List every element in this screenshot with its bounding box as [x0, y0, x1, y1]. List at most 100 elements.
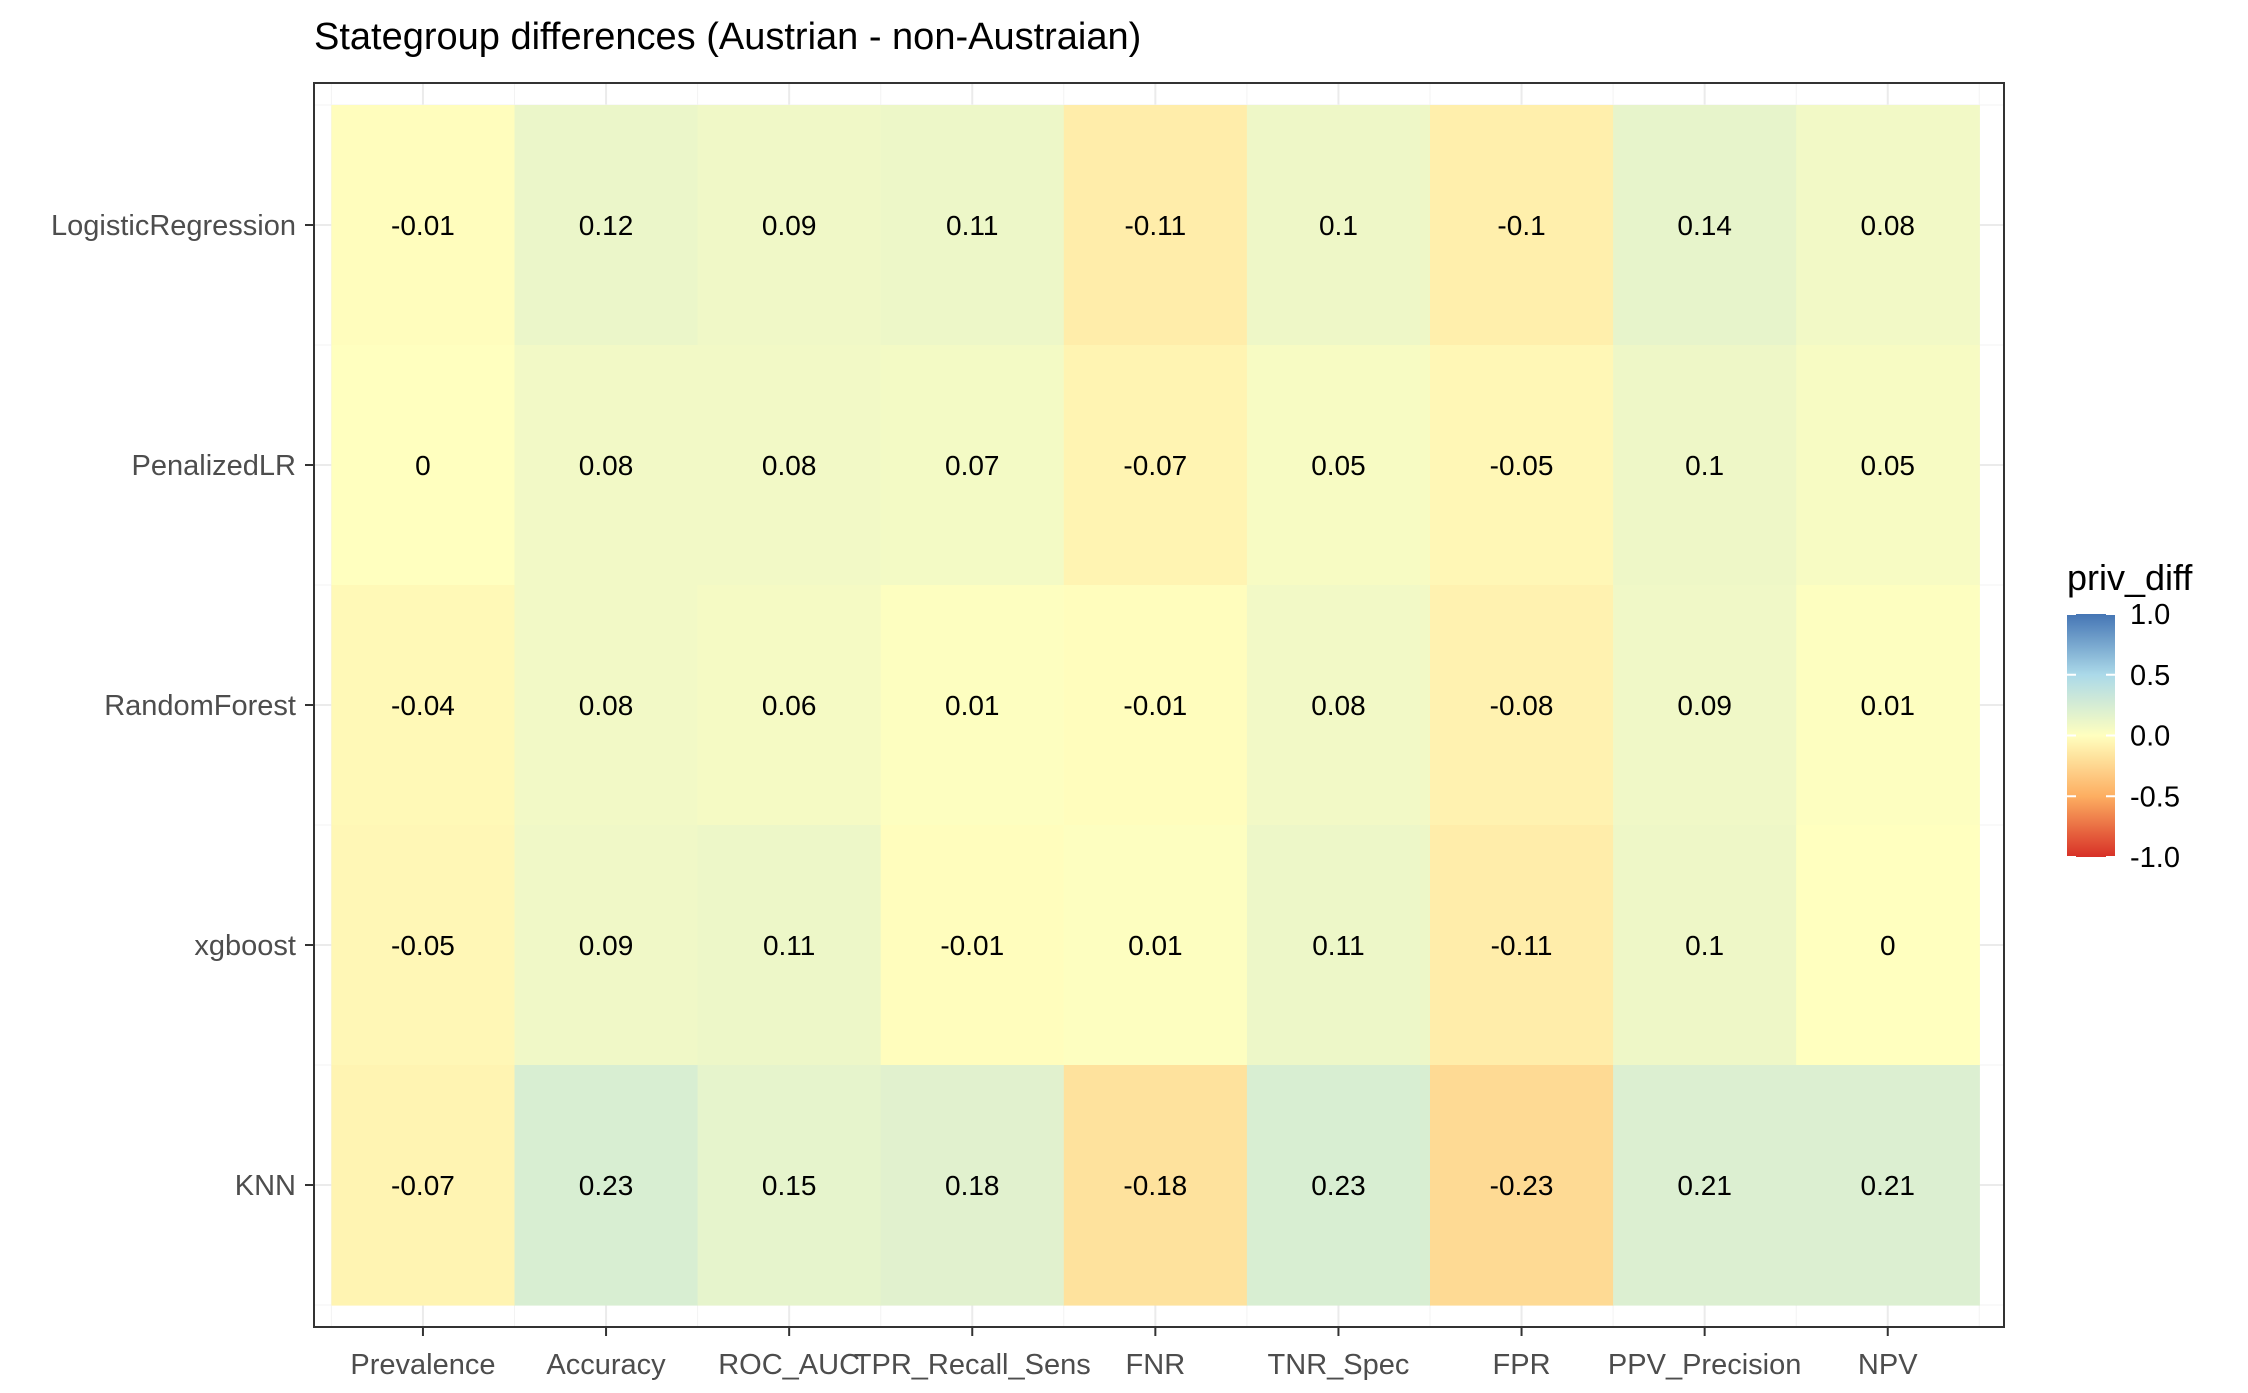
cell-value-label: 0.11: [763, 930, 815, 961]
cell-value-label: 0.1: [1319, 210, 1358, 241]
cell-value-label: -0.07: [391, 1170, 455, 1201]
heatmap-cell: [1430, 105, 1614, 346]
heatmap-cell: [1430, 345, 1614, 586]
heatmap-cell: [880, 105, 1065, 346]
heatmap-cell: [1613, 1065, 1797, 1306]
cell-value-label: 0.09: [762, 210, 817, 241]
cell-value-label: 0.15: [762, 1170, 817, 1201]
heatmap-cell: [1796, 1065, 1980, 1306]
heatmap-cell: [1246, 585, 1431, 826]
heatmap-cells: [331, 105, 1980, 1306]
cell-value-label: -0.01: [391, 210, 455, 241]
cell-value-label: 0.11: [946, 210, 998, 241]
x-tick-label: FNR: [1126, 1349, 1186, 1381]
cell-value-label: 0.09: [1677, 690, 1732, 721]
cell-value-label: 0.21: [1861, 1170, 1916, 1201]
heatmap-cell: [1246, 1065, 1431, 1306]
legend-tick-label: 0.5: [2130, 660, 2170, 692]
cell-value-label: 0.07: [945, 450, 1000, 481]
color-legend: priv_diff 1.0 0.5 0.0 -0.5 -1.0: [2067, 557, 2193, 874]
heatmap-cell: [697, 345, 882, 586]
cell-value-label: 0.08: [762, 450, 817, 481]
cell-value-label: -0.01: [940, 930, 1004, 961]
heatmap-cell: [1613, 585, 1797, 826]
heatmap-cell: [697, 825, 882, 1066]
cell-value-label: 0.01: [1861, 690, 1916, 721]
heatmap-cell: [514, 105, 699, 346]
heatmap-cell: [1063, 105, 1248, 346]
cell-value-label: -0.04: [391, 690, 455, 721]
heatmap-cell: [331, 1065, 516, 1306]
cell-value-label: 0.08: [1861, 210, 1916, 241]
cell-value-label: -0.05: [1490, 450, 1554, 481]
legend-tick-label: -1.0: [2130, 842, 2180, 874]
cell-value-label: 0.09: [579, 930, 634, 961]
x-tick-label: TPR_Recall_Sens: [854, 1349, 1091, 1381]
y-tick-label: RandomForest: [104, 690, 296, 722]
cell-value-label: 0.08: [579, 450, 634, 481]
cell-value-label: 0.1: [1685, 930, 1724, 961]
legend-title: priv_diff: [2067, 557, 2193, 598]
heatmap-cell: [1613, 825, 1797, 1066]
heatmap-cell: [1063, 345, 1248, 586]
legend-tick-label: 0.0: [2130, 721, 2170, 753]
cell-value-label: 0.14: [1677, 210, 1732, 241]
heatmap-cell: [514, 345, 699, 586]
heatmap-cell: [1430, 825, 1614, 1066]
heatmap-cell: [514, 825, 699, 1066]
x-tick-label: PPV_Precision: [1608, 1349, 1801, 1381]
heatmap-cell: [880, 1065, 1065, 1306]
heatmap-cell: [331, 825, 516, 1066]
cell-value-label: 0: [1880, 930, 1896, 961]
cell-value-label: -0.11: [1124, 210, 1186, 241]
x-tick-label: FPR: [1493, 1349, 1551, 1381]
heatmap-cell: [331, 345, 516, 586]
cell-value-label: -0.07: [1123, 450, 1187, 481]
heatmap-cell: [1063, 825, 1248, 1066]
heatmap-cell: [697, 105, 882, 346]
cell-value-label: -0.23: [1490, 1170, 1554, 1201]
cell-value-label: 0: [415, 450, 431, 481]
x-axis: Prevalence Accuracy ROC_AUCTPR_Recall_Sens…: [350, 1327, 1918, 1381]
cell-value-label: 0.08: [1311, 690, 1366, 721]
x-tick-label: TNR_Spec: [1268, 1349, 1410, 1381]
chart-title: Stategroup differences (Austrian - non-A…: [314, 16, 1141, 58]
heatmap-cell: [697, 585, 882, 826]
cell-value-label: 0.01: [945, 690, 1000, 721]
cell-value-label: 0.1: [1685, 450, 1724, 481]
x-tick-label: Accuracy: [546, 1349, 666, 1381]
heatmap-cell: [1796, 105, 1980, 346]
cell-value-label: 0.18: [945, 1170, 1000, 1201]
cell-value-label: -0.05: [391, 930, 455, 961]
heatmap-cell: [1796, 825, 1980, 1066]
cell-value-label: -0.01: [1123, 690, 1187, 721]
cell-value-label: 0.12: [579, 210, 634, 241]
cell-value-label: 0.01: [1128, 930, 1183, 961]
cell-value-label: 0.08: [579, 690, 634, 721]
x-tick-label: NPV: [1858, 1349, 1918, 1381]
heatmap-cell: [880, 585, 1065, 826]
cell-value-label: 0.06: [762, 690, 817, 721]
cell-value-label: -0.08: [1490, 690, 1554, 721]
heatmap-cell: [880, 345, 1065, 586]
x-tick-label: Prevalence: [350, 1349, 495, 1381]
y-tick-label: KNN: [235, 1170, 296, 1202]
heatmap-cell: [514, 1065, 699, 1306]
cell-value-label: 0.21: [1677, 1170, 1732, 1201]
heatmap-cell: [1063, 1065, 1248, 1306]
heatmap-cell: [1613, 105, 1797, 346]
y-tick-label: LogisticRegression: [51, 210, 296, 242]
cell-value-label: 0.05: [1311, 450, 1366, 481]
legend-tick-label: 1.0: [2130, 599, 2170, 631]
y-tick-label: xgboost: [194, 930, 296, 962]
heatmap-cell: [1796, 345, 1980, 586]
heatmap-cell: [1613, 345, 1797, 586]
heatmap-cell: [1246, 105, 1431, 346]
heatmap-cell: [514, 585, 699, 826]
heatmap-cell: [880, 825, 1065, 1066]
heatmap-cell: [331, 105, 516, 346]
cell-value-label: 0.23: [579, 1170, 634, 1201]
heatmap-cell: [1246, 345, 1431, 586]
cell-value-label: -0.11: [1491, 930, 1553, 961]
